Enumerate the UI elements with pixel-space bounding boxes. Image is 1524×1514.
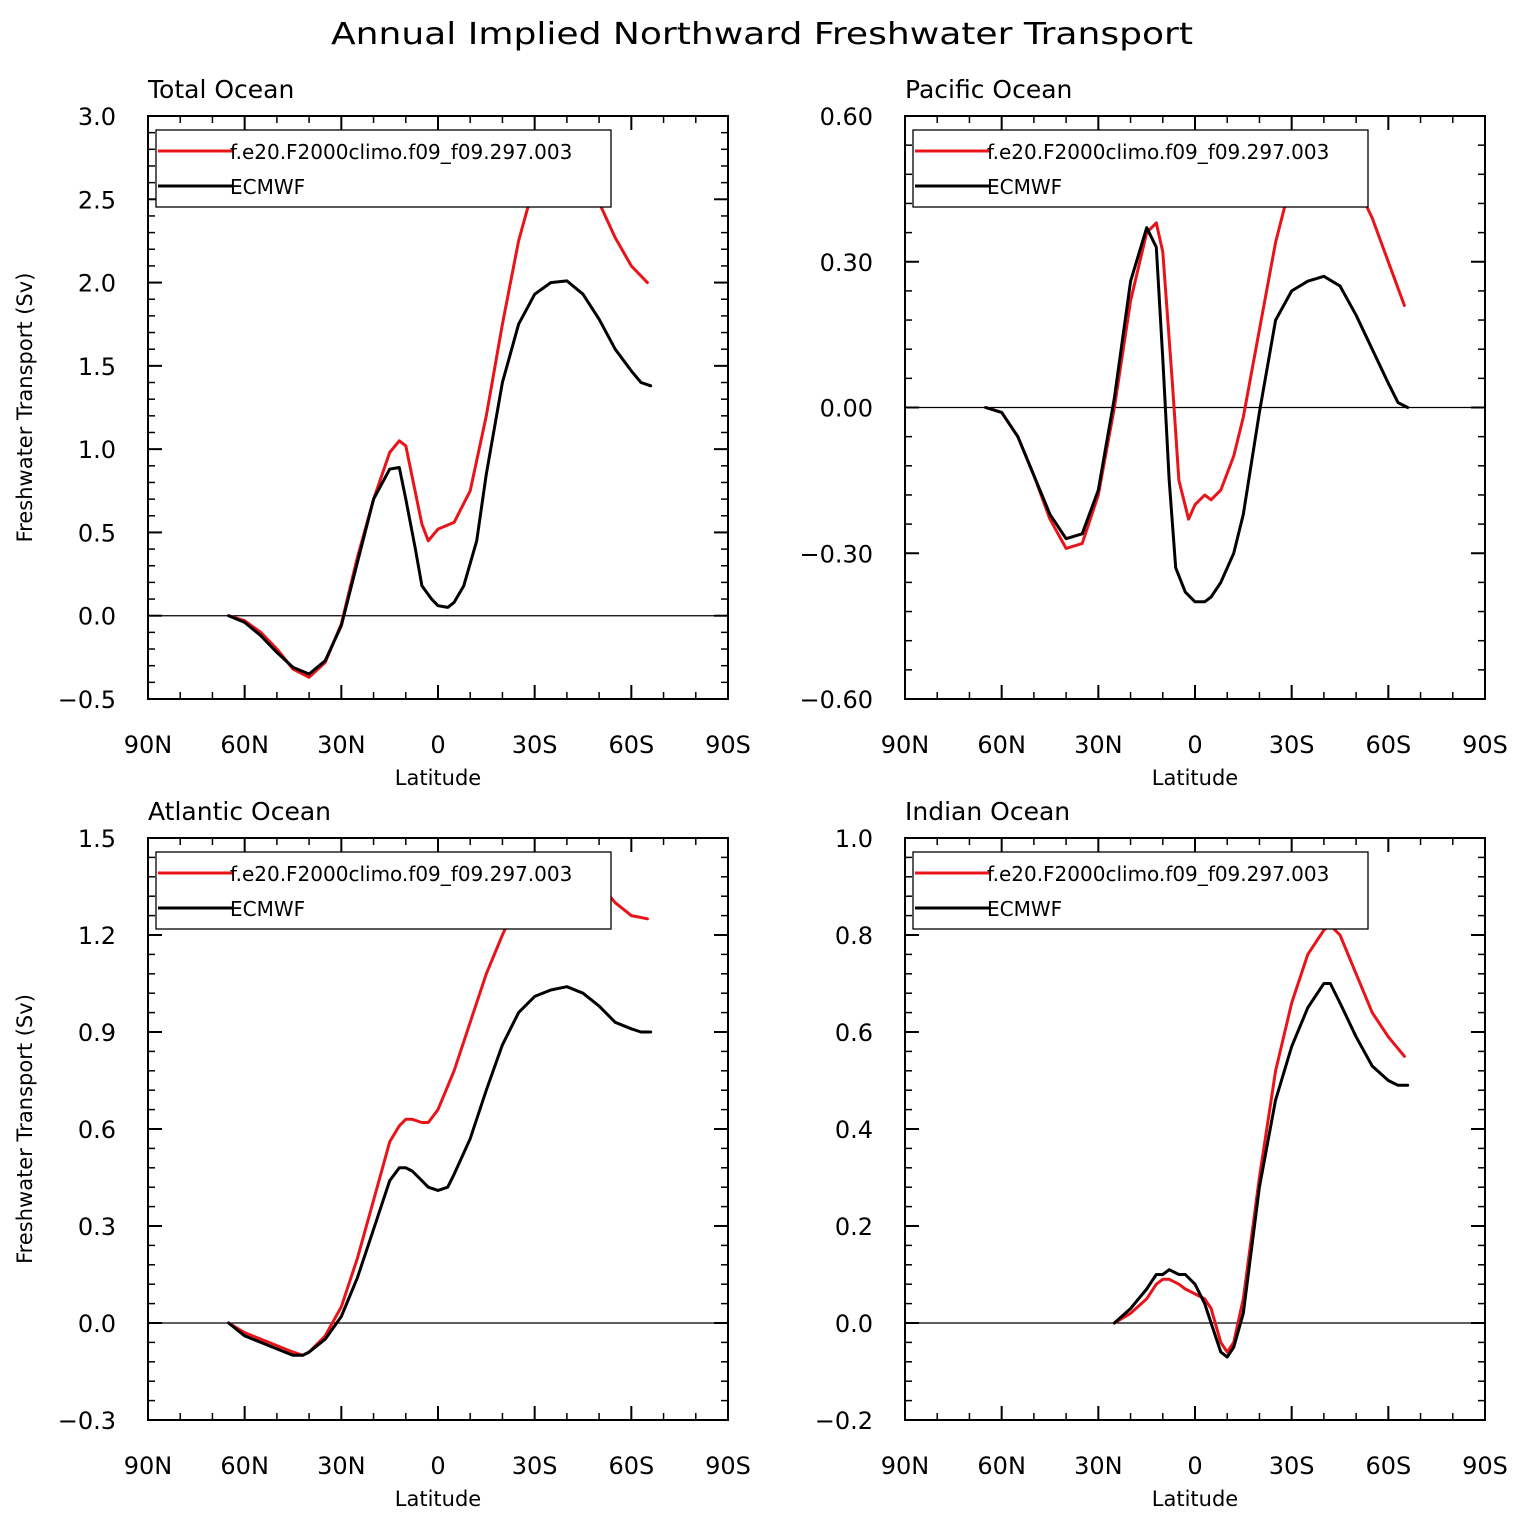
x-tick-label: 0 xyxy=(1187,731,1202,759)
x-tick-label: 60N xyxy=(220,731,269,759)
y-tick-label: 0.60 xyxy=(820,103,873,131)
legend-label: f.e20.F2000climo.f09_f09.297.003 xyxy=(987,862,1329,886)
panel-title: Indian Ocean xyxy=(905,797,1070,826)
plot-frame xyxy=(147,837,729,1421)
y-tick-label: 0.00 xyxy=(820,395,873,423)
legend: f.e20.F2000climo.f09_f09.297.003 ECMWF xyxy=(912,851,1369,930)
x-tick-label: 30N xyxy=(1074,731,1123,759)
x-axis-label: Latitude xyxy=(1152,1487,1238,1511)
y-tick-label: 0.0 xyxy=(78,1310,116,1338)
panel-title: Atlantic Ocean xyxy=(148,797,331,826)
legend: f.e20.F2000climo.f09_f09.297.003 ECMWF xyxy=(912,129,1369,208)
x-axis-label: Latitude xyxy=(395,766,481,790)
x-tick-label: 30S xyxy=(1269,1452,1315,1480)
y-tick-label: −0.30 xyxy=(799,540,873,568)
y-tick-label: 0.30 xyxy=(820,249,873,277)
x-tick-label: 60N xyxy=(220,1452,269,1480)
y-axis-label: Freshwater Transport (Sv) xyxy=(13,273,37,543)
x-tick-label: 0 xyxy=(1187,1452,1202,1480)
y-tick-label: 0.0 xyxy=(835,1310,873,1338)
y-tick-label: 2.5 xyxy=(78,186,116,214)
x-tick-label: 60N xyxy=(977,1452,1026,1480)
y-tick-label: 0.9 xyxy=(78,1019,116,1047)
panel-indian-ocean: Indian Ocean −0.2 0.0 0.2 0.4 0.6 0.8 1.0 90N 60N… xyxy=(815,797,1508,1511)
x-tick-label: 0 xyxy=(430,731,445,759)
plot-frame xyxy=(147,115,729,700)
x-tick-label: 90S xyxy=(705,731,751,759)
y-tick-label: 2.0 xyxy=(78,270,116,298)
series-line-ecmwf xyxy=(984,226,1410,604)
x-tick-label: 90N xyxy=(124,731,173,759)
y-tick-label: 1.0 xyxy=(78,436,116,464)
legend-label: ECMWF xyxy=(230,175,305,199)
series-line-ecmwf xyxy=(227,279,653,676)
legend-box xyxy=(912,129,1369,208)
panel-title: Total Ocean xyxy=(147,75,294,104)
x-tick-label: 90N xyxy=(124,1452,173,1480)
x-tick-label: 60S xyxy=(1365,1452,1411,1480)
x-tick-label: 30S xyxy=(1269,731,1315,759)
y-tick-label: −0.60 xyxy=(799,686,873,714)
figure-title: Annual Implied Northward Freshwater Tran… xyxy=(331,17,1193,52)
legend-box xyxy=(155,129,612,208)
legend-box xyxy=(912,851,1369,930)
series-line-f-e20-f2000climo-f09-f09-297-003 xyxy=(984,148,1406,550)
y-tick-label: −0.3 xyxy=(58,1407,116,1435)
series-line-ecmwf xyxy=(227,985,653,1357)
legend: f.e20.F2000climo.f09_f09.297.003 ECMWF xyxy=(155,851,612,930)
x-tick-label: 30S xyxy=(512,731,558,759)
x-tick-label: 60S xyxy=(608,1452,654,1480)
y-tick-label: 1.0 xyxy=(835,825,873,853)
x-tick-label: 30N xyxy=(317,1452,366,1480)
panel-total-ocean: Total Ocean −0.5 0.0 0.5 1.0 1.5 2.0 2.5 3.0 90N 6… xyxy=(13,75,751,790)
x-axis-label: Latitude xyxy=(1152,766,1238,790)
panel-title: Pacific Ocean xyxy=(905,75,1072,104)
y-tick-label: 0.2 xyxy=(835,1213,873,1241)
legend-label: f.e20.F2000climo.f09_f09.297.003 xyxy=(230,140,572,164)
legend-box xyxy=(155,851,612,930)
y-tick-label: 1.5 xyxy=(78,825,116,853)
legend-label: f.e20.F2000climo.f09_f09.297.003 xyxy=(987,140,1329,164)
x-tick-label: 30N xyxy=(1074,1452,1123,1480)
series-line-f-e20-f2000climo-f09-f09-297-003 xyxy=(227,147,649,679)
x-tick-label: 60N xyxy=(977,731,1026,759)
x-tick-label: 90N xyxy=(881,1452,930,1480)
y-tick-label: 0.3 xyxy=(78,1213,116,1241)
y-tick-label: 0.8 xyxy=(835,922,873,950)
x-tick-label: 30S xyxy=(512,1452,558,1480)
y-tick-label: 1.2 xyxy=(78,922,116,950)
x-tick-label: 60S xyxy=(608,731,654,759)
y-tick-label: −0.2 xyxy=(815,1407,873,1435)
plot-frame xyxy=(904,115,1486,700)
panel-pacific-ocean: Pacific Ocean −0.60 −0.30 0.00 0.30 0.60 90N 60… xyxy=(799,75,1507,790)
series-line-f-e20-f2000climo-f09-f09-297-003 xyxy=(1112,923,1406,1354)
x-tick-label: 0 xyxy=(430,1452,445,1480)
plot-frame xyxy=(904,837,1486,1421)
y-axis-label: Freshwater Transport (Sv) xyxy=(13,994,37,1264)
y-tick-label: 3.0 xyxy=(78,103,116,131)
x-tick-label: 60S xyxy=(1365,731,1411,759)
y-tick-label: 0.6 xyxy=(835,1019,873,1047)
panel-atlantic-ocean: Atlantic Ocean −0.3 0.0 0.3 0.6 0.9 1.2 1.5 90N 6… xyxy=(13,797,751,1511)
legend: f.e20.F2000climo.f09_f09.297.003 ECMWF xyxy=(155,129,612,208)
y-tick-label: 0.0 xyxy=(78,603,116,631)
y-tick-label: 0.4 xyxy=(835,1116,873,1144)
legend-label: ECMWF xyxy=(987,175,1062,199)
legend-label: ECMWF xyxy=(230,897,305,921)
x-tick-label: 90S xyxy=(705,1452,751,1480)
y-tick-label: 0.6 xyxy=(78,1116,116,1144)
y-tick-label: −0.5 xyxy=(58,686,116,714)
legend-label: f.e20.F2000climo.f09_f09.297.003 xyxy=(230,862,572,886)
x-axis-label: Latitude xyxy=(395,1487,481,1511)
series-line-ecmwf xyxy=(1112,982,1410,1359)
y-tick-label: 1.5 xyxy=(78,353,116,381)
x-tick-label: 30N xyxy=(317,731,366,759)
y-tick-label: 0.5 xyxy=(78,519,116,547)
x-tick-label: 90S xyxy=(1462,1452,1508,1480)
x-tick-label: 90S xyxy=(1462,731,1508,759)
x-tick-label: 90N xyxy=(881,731,930,759)
legend-label: ECMWF xyxy=(987,897,1062,921)
